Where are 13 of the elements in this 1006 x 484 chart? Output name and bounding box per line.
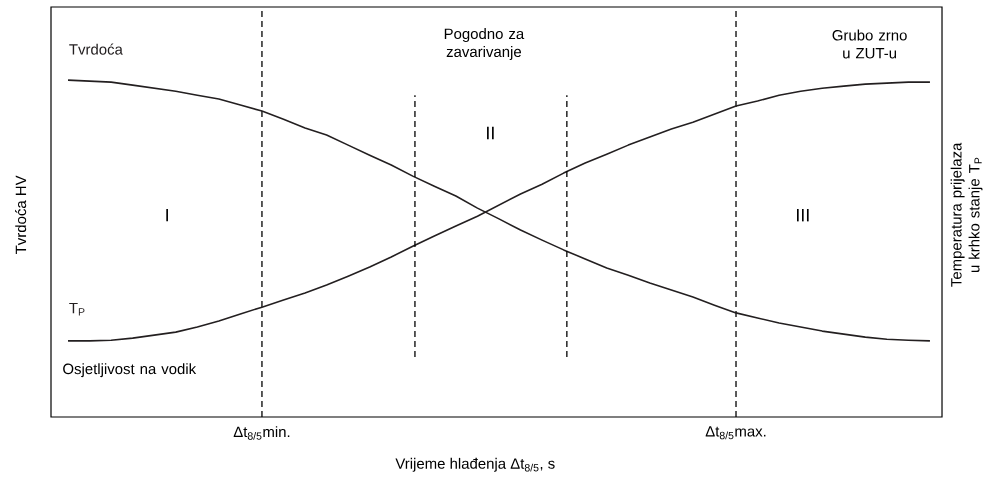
x-tick-label: Δt$_{8/5}$min. bbox=[233, 426, 290, 440]
annotation: III bbox=[796, 209, 809, 222]
annotation: I bbox=[166, 209, 168, 222]
annotation: II bbox=[487, 126, 494, 140]
series-label: T$_{P}$ bbox=[69, 302, 85, 316]
y2-axis-title: Temperatura prijelaza u krhko stanje T$_{P}$ bbox=[950, 142, 983, 287]
x-axis-title: Vrijeme hlađenja Δt$_{8/5}$, s bbox=[395, 457, 555, 472]
x-tick-label: Δt$_{8/5}$max. bbox=[705, 426, 766, 440]
annotation: Osjetljivost na vodik bbox=[63, 363, 197, 378]
series-label: Tvrdoća bbox=[69, 43, 123, 55]
text: Grubo zrno u ZUT-u bbox=[832, 29, 907, 59]
y-axis-title: Tvrdoća HV bbox=[15, 175, 27, 254]
text: Pogodno za zavarivanje bbox=[444, 28, 525, 60]
